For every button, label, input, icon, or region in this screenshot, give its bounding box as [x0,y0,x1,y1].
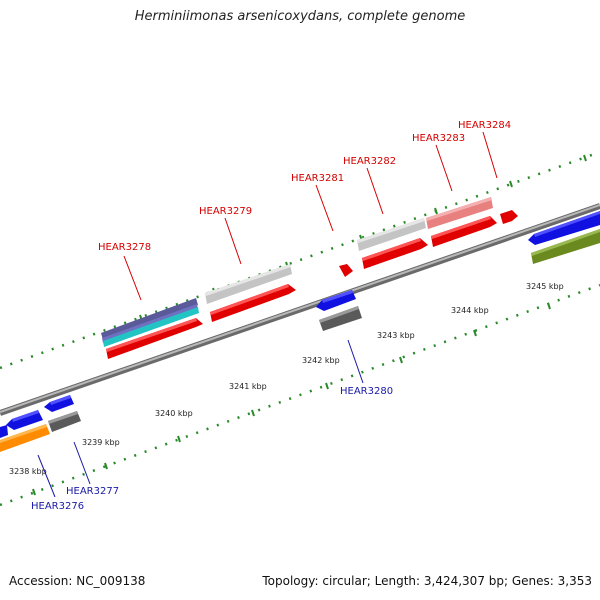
tick-label-3240: 3240 kbp [155,409,193,418]
gene-hear3282[interactable] [357,218,428,269]
reverse-genes [0,290,362,452]
tick-label-3238: 3238 kbp [9,467,47,476]
tick-label-3245: 3245 kbp [526,282,564,291]
gene-hear3279[interactable] [205,264,296,322]
gene-right-olive[interactable] [531,229,600,264]
genome-backbone [0,203,600,416]
tick-labels: 3238 kbp 3239 kbp 3240 kbp 3241 kbp 3242… [9,282,564,476]
label-connectors [37,131,498,498]
gene-label-hear3276[interactable]: HEAR3276 [31,501,84,512]
gene-label-hear3281[interactable]: HEAR3281 [291,173,344,184]
gene-label-hear3283[interactable]: HEAR3283 [412,133,465,144]
accession-text: Accession: NC_009138 [9,574,146,588]
gene-hear3278[interactable] [101,298,203,359]
tick-label-3242: 3242 kbp [302,356,340,365]
gene-hear3284[interactable] [500,210,518,224]
gene-right-blue[interactable] [528,211,600,245]
gene-hear3281[interactable] [339,264,353,277]
gene-hear3283[interactable] [426,197,497,247]
upper-tick-track [0,150,600,370]
major-ticks [32,302,551,496]
gene-hear3280[interactable] [316,290,362,331]
gene-hear3276[interactable] [0,410,50,452]
gene-label-hear3280[interactable]: HEAR3280 [340,386,393,397]
gene-label-hear3284[interactable]: HEAR3284 [458,120,511,131]
tick-label-3239: 3239 kbp [82,438,120,447]
gene-labels: HEAR3278 HEAR3279 HEAR3281 HEAR3282 HEAR… [31,120,511,512]
map-title: Herminiimonas arsenicoxydans, complete g… [134,9,466,24]
tick-label-3243: 3243 kbp [377,331,415,340]
gene-label-hear3282[interactable]: HEAR3282 [343,156,396,167]
tick-label-3244: 3244 kbp [451,306,489,315]
lower-tick-track [0,283,600,507]
gene-label-hear3279[interactable]: HEAR3279 [199,206,252,217]
gene-label-hear3277[interactable]: HEAR3277 [66,486,119,497]
gene-hear3277[interactable] [44,395,81,432]
tick-label-3241: 3241 kbp [229,382,267,391]
forward-genes [101,197,600,359]
genome-summary-text: Topology: circular; Length: 3,424,307 bp… [262,574,592,588]
gene-label-hear3278[interactable]: HEAR3278 [98,242,151,253]
